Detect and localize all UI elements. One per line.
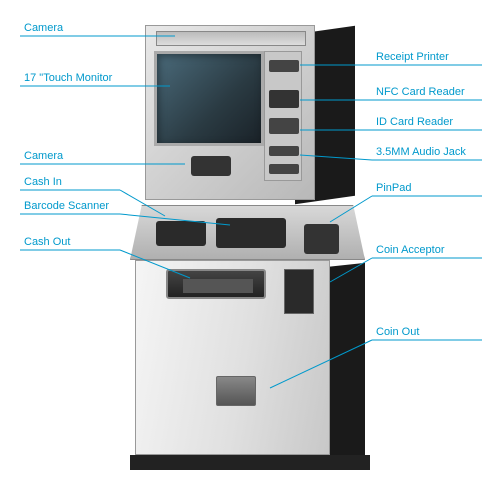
label-touch-monitor: 17 "Touch Monitor [24,72,112,84]
receipt-printer-slot [269,60,299,72]
coin-acceptor-slot [284,269,314,314]
tray-surface [130,205,365,260]
lower-body [135,260,360,460]
label-cash-in: Cash In [24,176,62,188]
label-receipt-printer: Receipt Printer [376,51,449,63]
extra-slot [269,164,299,174]
audio-jack-slot [269,146,299,156]
side-panel [264,51,302,181]
lower-body-front [135,260,330,455]
label-camera-top: Camera [24,22,63,34]
touch-monitor [154,51,264,146]
nfc-reader-slot [269,90,299,108]
kiosk-base [130,455,370,470]
label-barcode-scanner: Barcode Scanner [24,200,109,212]
label-camera-lower: Camera [24,150,63,162]
label-nfc-reader: NFC Card Reader [376,86,465,98]
lower-body-back [325,263,365,462]
coin-out-slot [216,376,256,406]
pinpad-slot [304,224,339,254]
top-housing-front [145,25,315,200]
top-housing [145,25,355,205]
mid-tray [125,200,375,265]
label-pinpad: PinPad [376,182,411,194]
label-coin-out: Coin Out [376,326,419,338]
lower-camera [191,156,231,176]
cash-in-slot [156,221,206,246]
label-id-reader: ID Card Reader [376,116,453,128]
label-coin-acceptor: Coin Acceptor [376,244,444,256]
label-audio-jack: 3.5MM Audio Jack [376,146,466,158]
camera-strip [156,31,306,46]
kiosk-illustration [125,25,375,465]
label-cash-out: Cash Out [24,236,70,248]
cash-out-slot [166,269,266,299]
id-reader-slot [269,118,299,134]
barcode-slot [216,218,286,248]
